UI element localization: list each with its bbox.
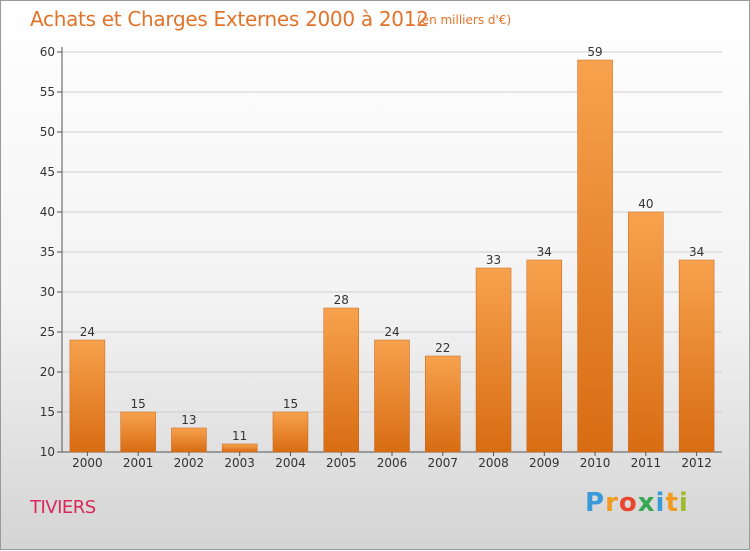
bar-value-label: 15 bbox=[131, 397, 146, 411]
logo-letter: i bbox=[655, 488, 666, 518]
y-tick-label: 45 bbox=[40, 165, 55, 179]
y-tick-label: 60 bbox=[40, 45, 55, 59]
y-tick-label: 20 bbox=[40, 365, 55, 379]
x-tick-label: 2011 bbox=[631, 456, 662, 470]
bar bbox=[120, 411, 156, 453]
x-tick-label: 2008 bbox=[478, 456, 509, 470]
bar bbox=[272, 411, 309, 453]
bar-value-label: 34 bbox=[689, 245, 704, 259]
bar bbox=[69, 339, 106, 453]
x-tick-label: 2002 bbox=[174, 456, 205, 470]
bar-value-label: 24 bbox=[384, 325, 399, 339]
bar-value-label: 11 bbox=[232, 429, 247, 443]
proxiti-logo: Proxiti bbox=[585, 488, 689, 518]
x-tick-label: 2003 bbox=[224, 456, 255, 470]
bar-value-label: 13 bbox=[181, 413, 196, 427]
y-tick-label: 35 bbox=[40, 245, 55, 259]
x-tick-label: 2007 bbox=[427, 456, 458, 470]
x-tick-label: 2009 bbox=[529, 456, 560, 470]
commune-name: TIVIERS bbox=[30, 497, 96, 518]
bar-value-label: 33 bbox=[486, 253, 501, 267]
bar-value-label: 24 bbox=[80, 325, 95, 339]
y-tick-label: 30 bbox=[40, 285, 55, 299]
x-tick-label: 2001 bbox=[123, 456, 154, 470]
bar-value-label: 15 bbox=[283, 397, 298, 411]
bar bbox=[374, 339, 410, 453]
y-tick-label: 40 bbox=[40, 205, 55, 219]
y-tick-label: 15 bbox=[40, 405, 55, 419]
y-tick-label: 10 bbox=[40, 445, 55, 459]
bar bbox=[678, 259, 715, 453]
x-tick-label: 2010 bbox=[580, 456, 611, 470]
bar bbox=[628, 211, 664, 453]
x-tick-label: 2006 bbox=[377, 456, 408, 470]
x-tick-label: 2004 bbox=[275, 456, 306, 470]
logo-letter: i bbox=[678, 488, 689, 518]
x-tick-label: 2005 bbox=[326, 456, 357, 470]
chart-subtitle: (en milliers d'€) bbox=[417, 13, 512, 27]
bar-value-label: 40 bbox=[638, 197, 653, 211]
logo-letter: P bbox=[585, 488, 606, 518]
y-tick-label: 55 bbox=[40, 85, 55, 99]
bar bbox=[323, 307, 359, 453]
logo-letter: x bbox=[637, 488, 656, 518]
logo-letter: t bbox=[665, 488, 679, 518]
chart-title: Achats et Charges Externes 2000 à 2012 bbox=[30, 7, 429, 31]
x-tick-label: 2000 bbox=[72, 456, 103, 470]
logo-letter: o bbox=[618, 488, 638, 518]
bar bbox=[221, 443, 258, 453]
x-tick-label: 2012 bbox=[681, 456, 712, 470]
bar bbox=[526, 259, 563, 453]
bar bbox=[425, 355, 461, 453]
logo-letter: r bbox=[605, 488, 619, 518]
bar-value-label: 22 bbox=[435, 341, 450, 355]
y-tick-label: 25 bbox=[40, 325, 55, 339]
y-tick-label: 50 bbox=[40, 125, 55, 139]
bar bbox=[577, 59, 613, 453]
bar bbox=[171, 427, 207, 453]
bar-value-label: 34 bbox=[537, 245, 552, 259]
bar-value-label: 59 bbox=[587, 45, 602, 59]
bar bbox=[475, 267, 512, 453]
bar-value-label: 28 bbox=[334, 293, 349, 307]
